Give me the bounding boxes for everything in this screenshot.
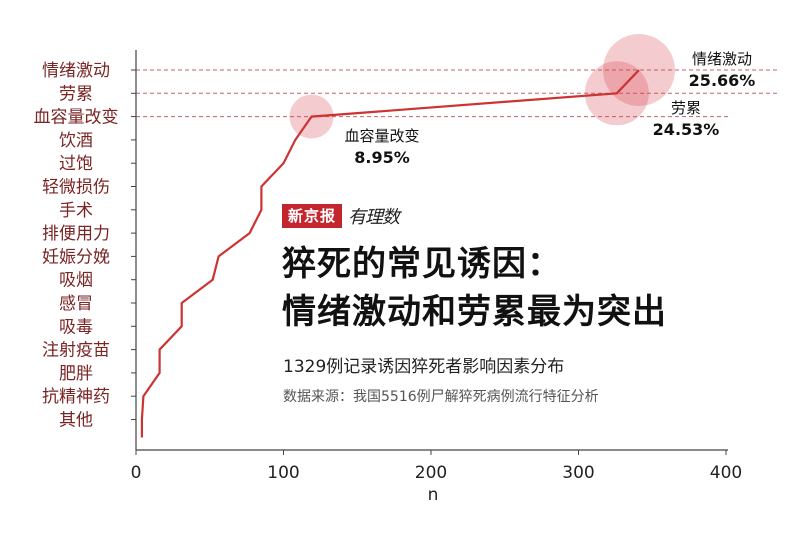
y-category-label: 劳累 xyxy=(59,84,93,104)
y-category-label: 情绪激动 xyxy=(42,61,110,81)
guide-lines xyxy=(136,69,778,118)
highlight-bubbles xyxy=(289,34,675,139)
y-category-label: 轻微损伤 xyxy=(42,178,110,198)
data-source: 数据来源：我国5516例尸解猝死病例流行特征分析 xyxy=(283,389,599,405)
chart-subtitle: 1329例记录诱因猝死者影响因素分布 xyxy=(283,357,565,377)
series-line xyxy=(140,69,640,438)
y-category-label: 血容量改变 xyxy=(34,108,119,128)
headline: 猝死的常见诱因： 情绪激动和劳累最为突出 xyxy=(282,240,782,336)
y-category-label: 注射疫苗 xyxy=(42,341,110,361)
x-tick-label: 100 xyxy=(267,463,299,483)
y-category-label: 过饱 xyxy=(59,154,93,174)
annotation-label: 情绪激动 xyxy=(692,50,752,68)
x-tick-label: 200 xyxy=(415,463,447,483)
brand-logo: 新京报 xyxy=(282,204,343,228)
brand: 新京报 有理数 xyxy=(282,203,400,229)
x-axis-title: n xyxy=(428,485,439,505)
y-category-label: 肥胖 xyxy=(59,364,93,384)
y-category-label: 饮酒 xyxy=(59,131,93,151)
y-category-label: 感冒 xyxy=(59,294,93,314)
y-category-label: 排便用力 xyxy=(42,224,110,244)
headline-line1: 猝死的常见诱因： xyxy=(282,244,562,284)
y-axis-categories: 其他 抗精神药 肥胖 注射疫苗 吸毒 感冒 吸烟 妊娠分娩 排便用力 手术 轻微损伤 过饱 饮酒 血容量改… xyxy=(34,61,136,431)
x-axis-ticks: 0 100 200 300 400 xyxy=(131,450,742,483)
x-tick-label: 300 xyxy=(562,463,594,483)
y-category-label: 抗精神药 xyxy=(42,387,110,407)
y-category-label: 吸毒 xyxy=(59,317,93,337)
y-category-label: 妊娠分娩 xyxy=(42,247,110,267)
y-category-label: 其他 xyxy=(59,411,93,431)
headline-line2: 情绪激动和劳累最为突出 xyxy=(282,292,667,332)
x-tick-label: 0 xyxy=(131,463,142,483)
brand-sub: 有理数 xyxy=(348,207,400,228)
x-tick-label: 400 xyxy=(710,463,742,483)
annotation-value: 24.53% xyxy=(653,120,720,139)
annotation-value: 25.66% xyxy=(689,71,756,90)
y-category-label: 吸烟 xyxy=(59,271,93,291)
annotations: 情绪激动 25.66% 劳累 24.53% 血容量改变 8.95% xyxy=(344,50,755,167)
annotation-label: 劳累 xyxy=(671,99,701,117)
y-category-label: 手术 xyxy=(59,201,93,221)
annotation-label: 血容量改变 xyxy=(344,127,419,145)
annotation-value: 8.95% xyxy=(354,148,410,167)
